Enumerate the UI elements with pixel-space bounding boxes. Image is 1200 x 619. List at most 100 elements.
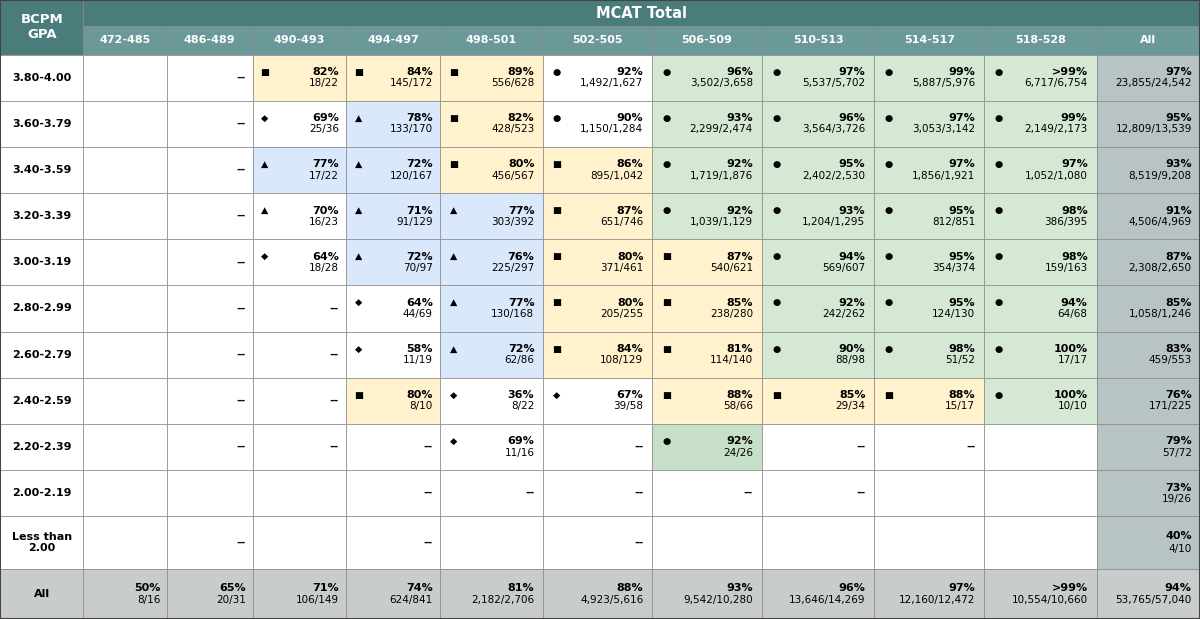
Bar bbox=[84, 424, 167, 470]
Bar bbox=[542, 470, 652, 516]
Bar bbox=[440, 54, 542, 101]
Text: ▲: ▲ bbox=[262, 160, 269, 169]
Bar bbox=[1097, 54, 1200, 101]
Text: 812/851: 812/851 bbox=[932, 217, 976, 227]
Text: 81%: 81% bbox=[726, 344, 752, 354]
Bar bbox=[167, 101, 252, 147]
Text: 2.80-2.99: 2.80-2.99 bbox=[12, 303, 72, 313]
Text: 238/280: 238/280 bbox=[710, 309, 752, 319]
Text: 9,542/10,280: 9,542/10,280 bbox=[683, 595, 752, 605]
Text: 13,646/14,269: 13,646/14,269 bbox=[788, 595, 865, 605]
Text: 88%: 88% bbox=[949, 390, 976, 400]
Bar bbox=[440, 26, 542, 54]
Text: 87%: 87% bbox=[726, 252, 752, 262]
Text: 108/129: 108/129 bbox=[600, 355, 643, 365]
Text: 15/17: 15/17 bbox=[946, 401, 976, 412]
Text: 82%: 82% bbox=[312, 67, 338, 77]
Text: ●: ● bbox=[995, 345, 1003, 353]
Bar bbox=[347, 332, 440, 378]
Text: 2,149/2,173: 2,149/2,173 bbox=[1025, 124, 1087, 134]
Text: 96%: 96% bbox=[839, 113, 865, 123]
Bar bbox=[0, 569, 84, 619]
Text: 8/16: 8/16 bbox=[137, 595, 161, 605]
Bar bbox=[762, 101, 875, 147]
Text: ▲: ▲ bbox=[355, 160, 362, 169]
Text: 24/26: 24/26 bbox=[722, 448, 752, 457]
Text: ◆: ◆ bbox=[450, 437, 457, 446]
Text: 64%: 64% bbox=[406, 298, 433, 308]
Text: 51/52: 51/52 bbox=[946, 355, 976, 365]
Text: 96%: 96% bbox=[726, 67, 752, 77]
Text: ■: ■ bbox=[662, 345, 671, 353]
Bar bbox=[252, 239, 347, 285]
Text: 71%: 71% bbox=[312, 582, 338, 593]
Text: 2.40-2.59: 2.40-2.59 bbox=[12, 396, 72, 406]
Text: ●: ● bbox=[995, 67, 1003, 77]
Text: All: All bbox=[34, 589, 50, 599]
Bar bbox=[984, 54, 1097, 101]
Text: 79%: 79% bbox=[1165, 436, 1192, 446]
Bar bbox=[440, 285, 542, 332]
Text: 10,554/10,660: 10,554/10,660 bbox=[1012, 595, 1087, 605]
Text: 92%: 92% bbox=[726, 159, 752, 170]
Text: ●: ● bbox=[662, 437, 671, 446]
Text: 8,519/9,208: 8,519/9,208 bbox=[1129, 171, 1192, 181]
Text: 1,204/1,295: 1,204/1,295 bbox=[803, 217, 865, 227]
Bar bbox=[347, 147, 440, 193]
Bar bbox=[440, 470, 542, 516]
Text: 72%: 72% bbox=[508, 344, 534, 354]
Bar bbox=[347, 470, 440, 516]
Text: --: -- bbox=[236, 165, 246, 175]
Text: 80%: 80% bbox=[617, 298, 643, 308]
Text: ●: ● bbox=[773, 252, 780, 261]
Bar bbox=[167, 378, 252, 424]
Text: 29/34: 29/34 bbox=[835, 401, 865, 412]
Bar bbox=[0, 239, 84, 285]
Text: 89%: 89% bbox=[508, 67, 534, 77]
Bar bbox=[762, 424, 875, 470]
Bar bbox=[542, 378, 652, 424]
Text: 58/66: 58/66 bbox=[722, 401, 752, 412]
Bar bbox=[252, 54, 347, 101]
Text: >99%: >99% bbox=[1051, 67, 1087, 77]
Text: 1,719/1,876: 1,719/1,876 bbox=[690, 171, 752, 181]
Bar bbox=[84, 285, 167, 332]
Text: 95%: 95% bbox=[949, 298, 976, 308]
Bar bbox=[0, 147, 84, 193]
Text: ■: ■ bbox=[260, 67, 269, 77]
Text: 88%: 88% bbox=[726, 390, 752, 400]
Text: 498-501: 498-501 bbox=[466, 35, 517, 45]
Text: 77%: 77% bbox=[508, 298, 534, 308]
Bar bbox=[762, 332, 875, 378]
Bar bbox=[542, 193, 652, 239]
Text: 17/22: 17/22 bbox=[308, 171, 338, 181]
Text: Less than
2.00: Less than 2.00 bbox=[12, 532, 72, 553]
Text: 1,492/1,627: 1,492/1,627 bbox=[580, 78, 643, 89]
Text: ■: ■ bbox=[552, 160, 562, 169]
Bar bbox=[542, 424, 652, 470]
Text: 90%: 90% bbox=[617, 113, 643, 123]
Text: 62/86: 62/86 bbox=[504, 355, 534, 365]
Text: 98%: 98% bbox=[1061, 252, 1087, 262]
Text: --: -- bbox=[856, 488, 865, 498]
Text: ●: ● bbox=[662, 114, 671, 123]
Text: 92%: 92% bbox=[726, 436, 752, 446]
Text: 44/69: 44/69 bbox=[403, 309, 433, 319]
Bar bbox=[252, 378, 347, 424]
Text: ●: ● bbox=[995, 160, 1003, 169]
Bar bbox=[762, 193, 875, 239]
Text: 95%: 95% bbox=[949, 252, 976, 262]
Text: 73%: 73% bbox=[1165, 483, 1192, 493]
Bar bbox=[347, 285, 440, 332]
Bar bbox=[167, 54, 252, 101]
Bar bbox=[875, 470, 984, 516]
Text: 92%: 92% bbox=[839, 298, 865, 308]
Text: 93%: 93% bbox=[839, 206, 865, 215]
Text: 94%: 94% bbox=[1061, 298, 1087, 308]
Text: 510-513: 510-513 bbox=[793, 35, 844, 45]
Text: ●: ● bbox=[553, 114, 560, 123]
Bar bbox=[984, 285, 1097, 332]
Bar bbox=[252, 193, 347, 239]
Bar bbox=[652, 470, 762, 516]
Text: --: -- bbox=[236, 258, 246, 267]
